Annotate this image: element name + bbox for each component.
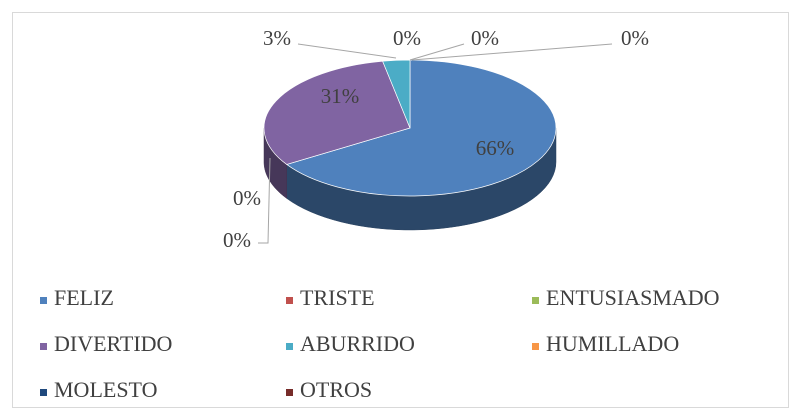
legend-swatch	[532, 297, 539, 304]
legend-label: ABURRIDO	[300, 331, 415, 356]
leader-line	[297, 43, 397, 59]
legend-label: TRISTE	[300, 285, 375, 310]
slice	[382, 59, 411, 129]
data-label: 3%	[263, 26, 291, 50]
data-label: 31%	[321, 84, 360, 108]
legend-swatch	[286, 343, 293, 350]
data-label: 0%	[233, 186, 261, 210]
data-label: 0%	[393, 26, 421, 50]
slice	[263, 60, 411, 165]
legend-swatch	[286, 297, 293, 304]
legend-swatch	[40, 343, 47, 350]
data-label: 0%	[621, 26, 649, 50]
legend-label: HUMILLADO	[546, 331, 679, 356]
leader-line	[411, 43, 613, 61]
data-label: 66%	[476, 136, 515, 160]
legend-swatch	[286, 389, 293, 396]
legend-label: ENTUSIASMADO	[546, 285, 720, 310]
legend-swatch	[532, 343, 539, 350]
legend-label: DIVERTIDO	[54, 331, 172, 356]
legend-label: OTROS	[300, 377, 372, 402]
legend-swatch	[40, 297, 47, 304]
leader-line	[409, 43, 465, 61]
slice	[285, 59, 557, 197]
data-label: 0%	[471, 26, 499, 50]
data-label: 0%	[223, 228, 251, 252]
legend-label: MOLESTO	[54, 377, 158, 402]
legend-label: FELIZ	[54, 285, 114, 310]
leader-line	[258, 157, 271, 244]
legend-swatch	[40, 389, 47, 396]
